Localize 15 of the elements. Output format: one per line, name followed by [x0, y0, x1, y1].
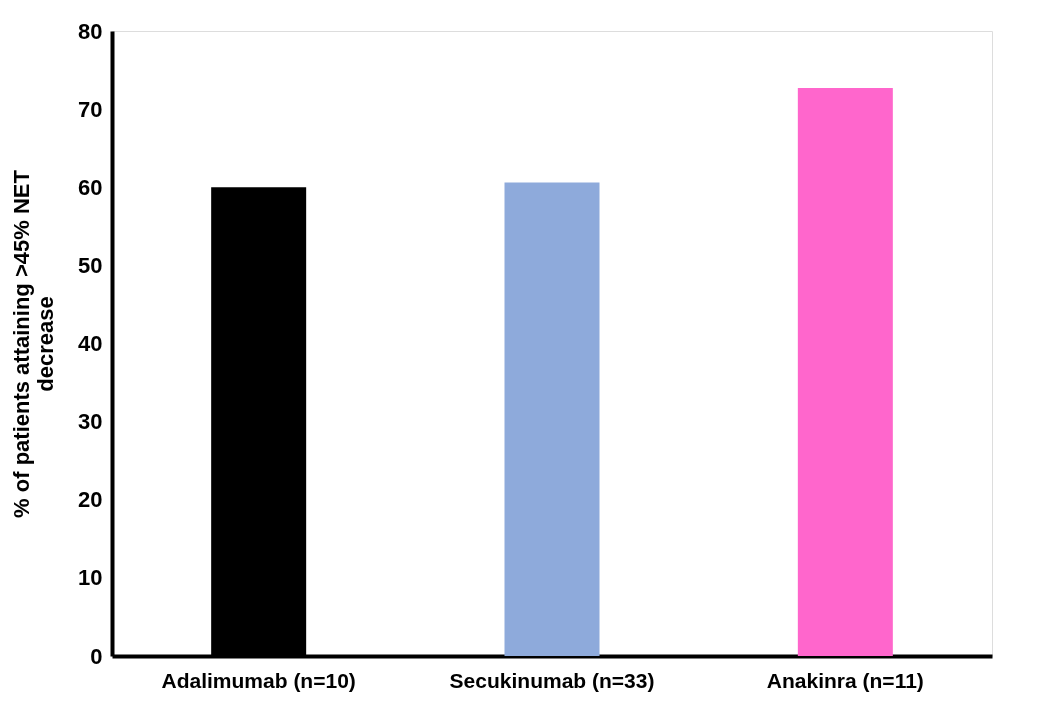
x-tick-label: Adalimumab (n=10) [161, 668, 356, 692]
y-tick-label: 50 [78, 252, 103, 278]
y-tick-label: 20 [78, 487, 103, 513]
y-tick-label: 60 [78, 174, 103, 200]
bar [504, 182, 600, 656]
y-tick-label: 80 [78, 18, 103, 44]
x-tick-label: Secukinumab (n=33) [449, 668, 655, 692]
x-tick-label: Anakinra (n=11) [766, 668, 924, 692]
y-tick-label: 10 [78, 565, 103, 591]
y-tick-label: 0 [90, 643, 103, 669]
y-tick-label: 40 [78, 331, 103, 356]
y-tick-label: 70 [78, 96, 103, 122]
bar [797, 88, 893, 656]
y-tick-label: 30 [78, 409, 103, 435]
y-axis-title: % of patients attaining >45% NET decrease [9, 169, 59, 518]
